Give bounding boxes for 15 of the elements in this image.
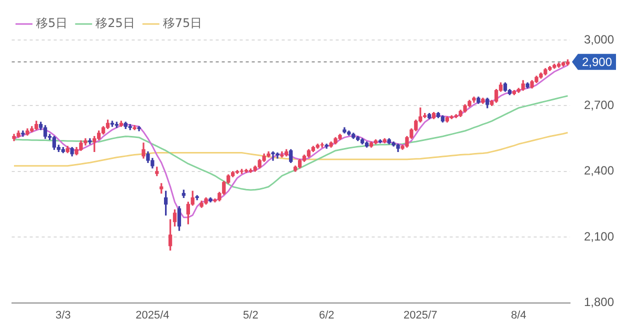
ref-line-label: 2,900 (582, 55, 612, 70)
legend-label: 移5日 (36, 16, 68, 30)
legend-label: 移75日 (162, 16, 202, 30)
x-tick-label: 2025/7 (404, 309, 438, 322)
y-tick-label: 3,000 (584, 32, 614, 46)
x-tick-label: 5/2 (243, 309, 258, 322)
y-tick-label: 2,100 (584, 229, 614, 244)
x-tick-label: 8/4 (510, 309, 526, 322)
y-tick-label: 2,700 (584, 98, 614, 112)
x-tick-label: 2025/4 (136, 309, 170, 322)
x-tick-label: 3/3 (55, 309, 71, 322)
legend-label: 移25日 (96, 16, 135, 30)
y-tick-label: 1,800 (584, 295, 614, 310)
y-tick-label: 2,400 (584, 164, 614, 178)
x-tick-label: 6/2 (318, 309, 334, 322)
